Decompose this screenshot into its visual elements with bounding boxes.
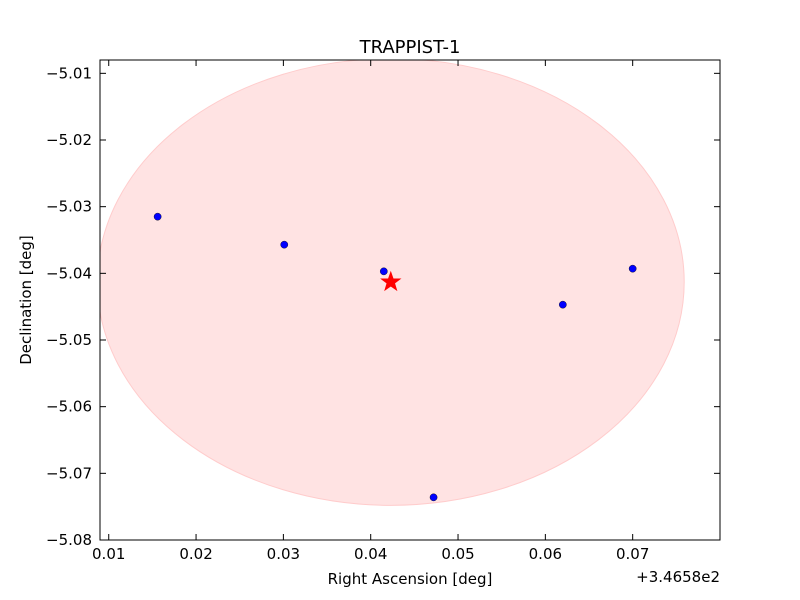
x-axis: 0.01 0.02 0.03 0.04 0.05 0.06 0.07 <box>92 60 649 563</box>
y-axis: −5.01 −5.02 −5.03 −5.04 −5.05 −5.06 −5.07 −5.08 <box>46 64 720 549</box>
x-tick-label: 0.07 <box>616 545 649 563</box>
target-star-marker <box>380 270 402 292</box>
scatter-point-5 <box>559 300 567 309</box>
plot-area <box>100 60 685 506</box>
scatter-point-1 <box>153 212 162 221</box>
x-tick-label: 0.03 <box>267 545 300 563</box>
y-tick-label: −5.06 <box>46 398 92 416</box>
x-tick-label: 0.02 <box>179 545 212 563</box>
y-tick-label: −5.05 <box>46 331 92 349</box>
x-tick-label: 0.05 <box>441 545 474 563</box>
y-tick-label: −5.08 <box>46 531 92 549</box>
scatter-point-3 <box>380 267 388 276</box>
chart-title: TRAPPIST-1 <box>359 37 461 58</box>
scatter-point-2 <box>280 240 289 249</box>
scatter-point-4 <box>429 493 438 502</box>
y-axis-label: Declination [deg] <box>17 235 35 365</box>
points-layer <box>153 212 637 502</box>
scatter-point-6 <box>628 264 637 273</box>
plot-frame <box>99 59 721 541</box>
y-tick-label: −5.03 <box>46 198 92 216</box>
x-tick-label: 0.04 <box>354 545 387 563</box>
y-tick-label: −5.02 <box>46 131 92 149</box>
x-tick-label: 0.06 <box>529 545 562 563</box>
x-tick-label: 0.01 <box>92 545 125 563</box>
x-axis-offset-label: +3.4658e2 <box>636 568 720 586</box>
y-tick-label: −5.01 <box>46 64 92 82</box>
y-tick-label: −5.04 <box>46 264 92 282</box>
y-tick-label: −5.07 <box>46 464 92 482</box>
x-axis-label: Right Ascension [deg] <box>328 570 493 588</box>
